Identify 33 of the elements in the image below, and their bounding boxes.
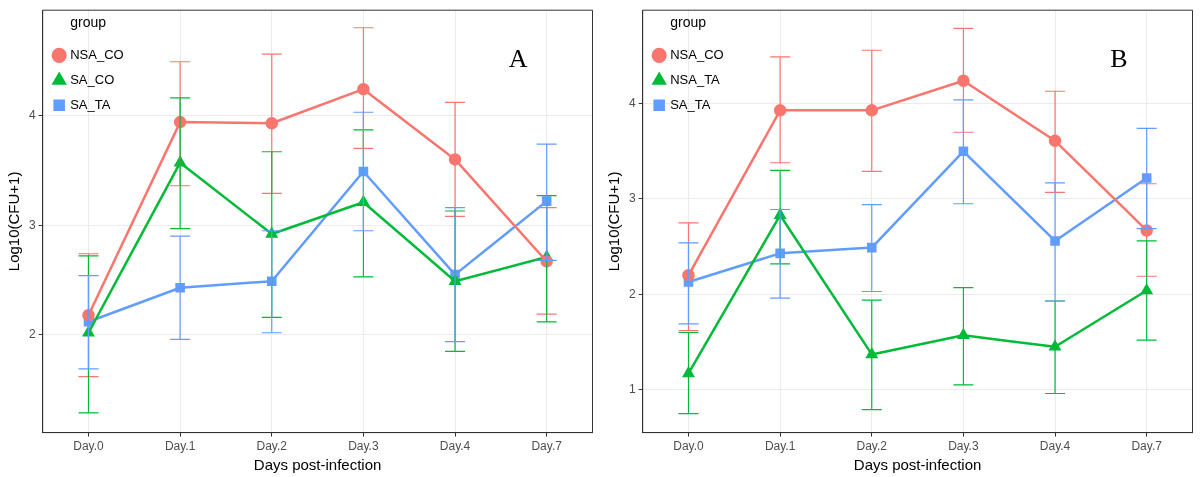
- x-tick-label: Day.1: [764, 439, 796, 454]
- x-tick-label: Day.4: [1039, 439, 1071, 454]
- x-tick-label: Day.0: [673, 439, 705, 454]
- y-tick-label: 2: [628, 286, 636, 301]
- x-tick-label: Day.1: [164, 439, 196, 454]
- annotation: A: [508, 44, 528, 74]
- x-tick-label: Day.0: [73, 439, 105, 454]
- legend-label: SA_TA: [670, 96, 711, 112]
- x-axis-title: Days post-infection: [853, 456, 982, 474]
- y-axis-title: Log10(CFU+1): [605, 171, 623, 272]
- legend-title: group: [70, 13, 107, 30]
- x-tick-label: Day.3: [348, 439, 379, 454]
- x-tick-label: Day.2: [256, 439, 288, 454]
- y-tick-label: 4: [28, 107, 36, 122]
- y-tick-label: 4: [628, 95, 636, 110]
- y-tick-label: 3: [628, 191, 636, 206]
- x-tick-label: Day.3: [948, 439, 979, 454]
- x-tick-label: Day.2: [856, 439, 888, 454]
- legend-title: group: [670, 13, 707, 30]
- legend-label: NSA_CO: [70, 46, 124, 62]
- x-tick-label: Day.7: [1131, 439, 1163, 454]
- legend-label: SA_TA: [70, 96, 111, 112]
- legend-label: NSA_TA: [670, 71, 721, 87]
- legend-label: SA_CO: [70, 71, 115, 87]
- y-tick-label: 2: [28, 327, 36, 342]
- y-axis-title: Log10(CFU+1): [5, 171, 23, 272]
- y-tick-label: 1: [628, 382, 636, 397]
- x-axis-title: Days post-infection: [253, 456, 382, 474]
- x-tick-label: Day.7: [531, 439, 563, 454]
- x-tick-label: Day.4: [439, 439, 471, 454]
- legend-label: NSA_CO: [670, 46, 724, 62]
- y-tick-label: 3: [28, 217, 36, 232]
- annotation: B: [1110, 44, 1128, 74]
